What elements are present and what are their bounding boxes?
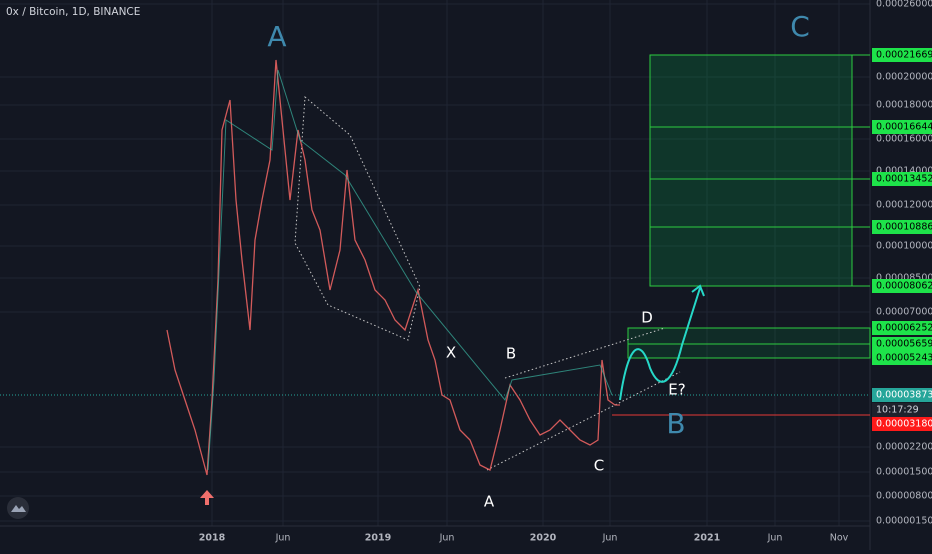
y-axis-label: 0.00000800 xyxy=(876,491,932,502)
stop-tag: 0.00003180 xyxy=(876,419,932,430)
wave-label-minor: B xyxy=(506,345,516,363)
target-levels xyxy=(650,54,870,287)
wave-label-minor: C xyxy=(594,457,604,475)
x-axis-label: Jun xyxy=(275,533,291,544)
grid xyxy=(0,0,870,526)
price-path-up xyxy=(207,69,613,471)
y-axis-label: 0.00008500 xyxy=(876,273,932,284)
projection-arrow-head xyxy=(691,284,705,297)
target-tag: 0.00005243 xyxy=(876,353,932,364)
price-path xyxy=(166,59,620,476)
labels: 0.00026000 0.00020000 0.00018000 0.00016000… xyxy=(199,0,932,544)
target-tag-box xyxy=(872,220,932,234)
x-axis-label: 2019 xyxy=(365,533,391,544)
last-price-tag-box xyxy=(872,388,932,402)
d-zone xyxy=(627,327,871,359)
y-axis-label: 0.00010000 xyxy=(876,241,932,252)
wave-label-minor: E? xyxy=(668,381,685,399)
y-axis-label: 0.00001500 xyxy=(876,467,932,478)
y-axis-label: 0.00026000 xyxy=(876,0,932,10)
target-tag-box xyxy=(872,172,932,186)
target-tag: 0.00021669 xyxy=(876,50,932,61)
wave-label-major: A xyxy=(267,20,286,53)
target-tag-box xyxy=(872,120,932,134)
y-axis-label: 0.00018000 xyxy=(876,100,932,111)
y-axis-label: 0.00007000 xyxy=(876,307,932,318)
target-tag-box xyxy=(872,321,932,335)
target-tag-box xyxy=(872,48,932,62)
x-axis-label: Jun xyxy=(767,533,783,544)
wave-label-minor: D xyxy=(641,309,653,327)
wave-label-major: C xyxy=(790,10,810,43)
countdown-tag: 10:17:29 xyxy=(876,405,919,416)
projection-arrow xyxy=(619,287,701,401)
y-axis-label: 0.00020000 xyxy=(876,72,932,83)
bottom-arrow xyxy=(200,490,214,505)
target-tag: 0.00013452 xyxy=(876,174,932,185)
target-tag: 0.00006252 xyxy=(876,323,932,334)
wave-label-minor: A xyxy=(484,493,495,511)
channel-bottom xyxy=(486,371,681,471)
target-tag-box xyxy=(872,279,932,293)
y-axis-label: 0.00002200 xyxy=(876,442,932,453)
y-axis-label: 0.00014000 xyxy=(876,166,932,177)
x-axis-label: Jun xyxy=(439,533,455,544)
target-tag: 0.00016644 xyxy=(876,122,932,133)
logo-icon xyxy=(11,505,26,512)
wave-label-major: B xyxy=(666,407,685,440)
x-axis-label: Nov xyxy=(830,533,849,544)
wedge xyxy=(294,95,421,341)
x-axis-label: 2020 xyxy=(530,533,557,544)
y-axis-label: 0.00016000 xyxy=(876,134,932,145)
target-tag: 0.00008062 xyxy=(876,281,932,292)
last-price-tag: 0.00003873 xyxy=(876,390,932,401)
target-zone xyxy=(649,54,853,287)
target-tag: 0.00005659 xyxy=(876,339,932,350)
y-axis-label: 0.00000150 xyxy=(876,516,932,527)
wave-label-minor: X xyxy=(446,344,456,362)
target-tag-box xyxy=(872,337,932,351)
chart-title: 0x / Bitcoin, 1D, BINANCE xyxy=(6,6,140,18)
stop-tag-box xyxy=(872,417,932,431)
y-axis-label: 0.00012000 xyxy=(876,200,932,211)
x-axis-label: 2018 xyxy=(199,533,226,544)
x-axis-label: Jun xyxy=(602,533,618,544)
x-axis-label: 2021 xyxy=(694,533,720,544)
target-tag-box xyxy=(872,351,932,365)
countdown-tag-box xyxy=(872,403,932,417)
target-tag: 0.00010886 xyxy=(876,222,932,233)
